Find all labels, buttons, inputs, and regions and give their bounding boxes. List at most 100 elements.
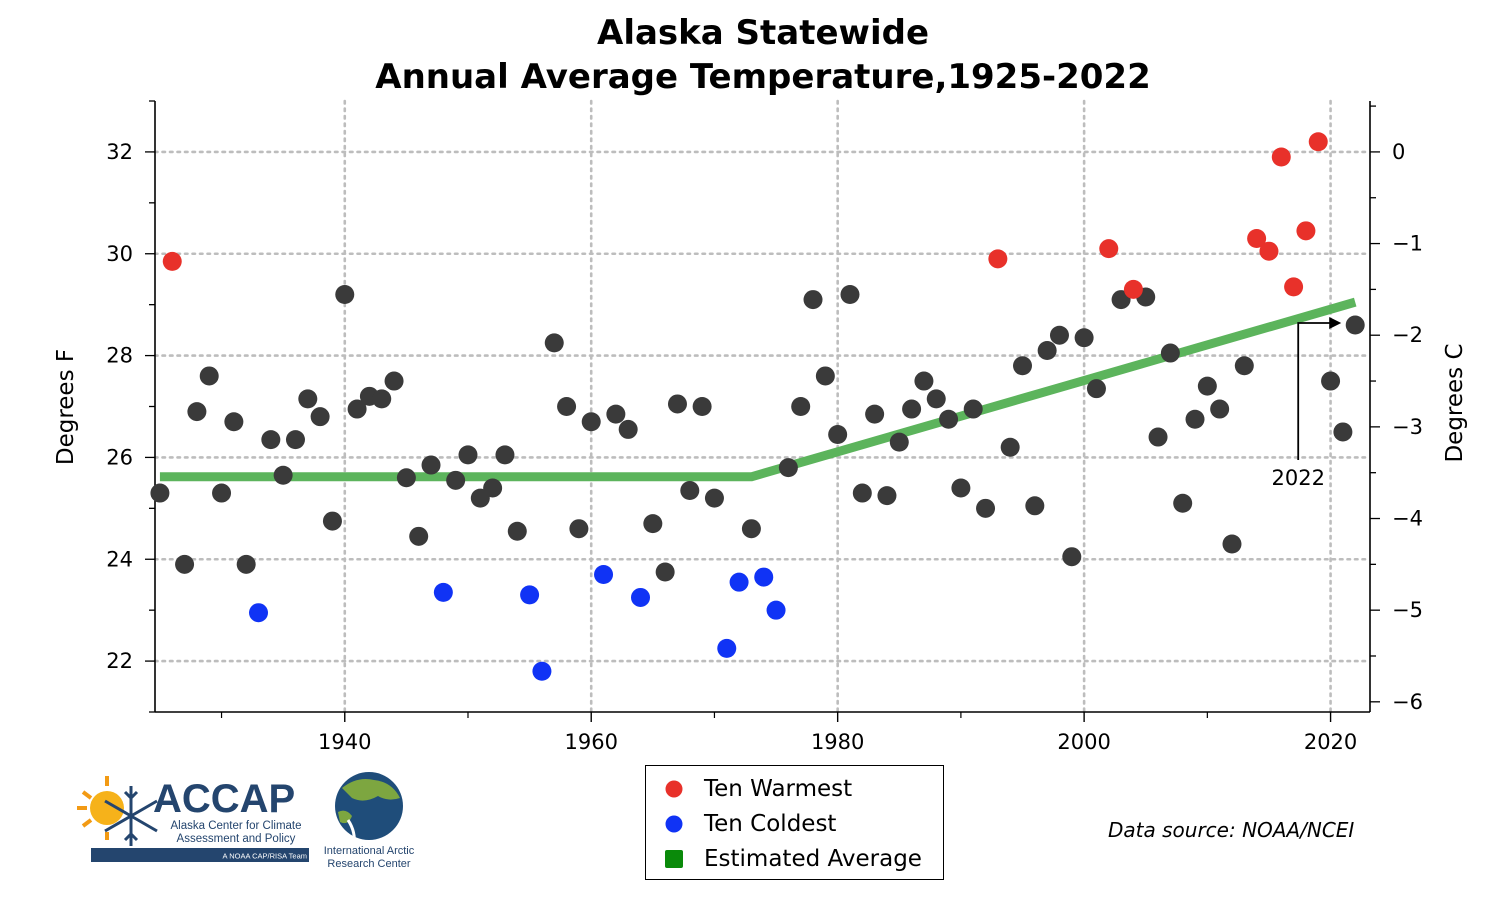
data-point-other-years-1967 [667,394,687,414]
data-point-other-years-1988 [926,389,946,409]
data-point-other-years-1963 [618,419,638,439]
data-point-other-years-1954 [507,521,527,541]
iarc-line2: Research Center [327,858,410,870]
data-point-ten-warmest-1993 [988,249,1008,269]
data-point-other-years-1980 [828,425,848,445]
y-tick-label-c-0: 0 [1392,140,1405,164]
data-point-other-years-2001 [1086,379,1106,399]
data-point-other-years-1981 [840,284,860,304]
data-point-other-years-1987 [914,371,934,391]
accap-line2: Assessment and Policy [177,833,296,845]
data-point-ten-coldest-1948 [433,582,453,602]
y-tick-label-c--3: −3 [1392,415,1423,439]
data-point-other-years-2006 [1148,427,1168,447]
data-point-other-years-2012 [1222,534,1242,554]
data-point-other-years-2010 [1197,376,1217,396]
y-tick-label-c--1: −1 [1392,232,1423,256]
y-tick-label-f-22: 22 [106,649,133,673]
points-layer [150,132,1365,681]
legend: Ten Warmest Ten Coldest Estimated Averag… [645,765,944,880]
data-point-other-years-1976 [778,458,798,478]
legend-label-average: Estimated Average [704,846,922,872]
data-point-ten-warmest-2002 [1099,239,1119,259]
data-point-ten-coldest-1956 [532,661,552,681]
data-point-other-years-1960 [581,412,601,432]
y-tick-label-c--6: −6 [1392,690,1423,714]
data-point-other-years-1934 [261,430,281,450]
accap-tag: A NOAA CAP/RISA Team [223,852,307,861]
data-point-other-years-1957 [544,333,564,353]
data-point-ten-coldest-1975 [766,600,786,620]
legend-marker-average [665,850,683,868]
data-point-other-years-1969 [692,397,712,416]
data-point-other-years-1932 [236,554,256,574]
data-point-other-years-2009 [1185,409,1205,429]
data-point-other-years-1949 [446,470,466,490]
data-point-other-years-1944 [384,371,404,391]
axes: 1940 1960 1980 2000 2020 22 24 26 28 30 32 0 −1 −2 −3 −… [106,100,1423,754]
data-point-other-years-1985 [889,432,909,452]
data-point-other-years-2008 [1173,493,1193,513]
y-tick-label-c--2: −2 [1392,323,1423,347]
y-tick-label-f-26: 26 [106,445,133,469]
data-point-other-years-1997 [1037,340,1057,360]
trend-line-estimated-average [159,297,1357,482]
data-source-note: Data source: NOAA/NCEI [1108,818,1355,842]
y-tick-label-f-32: 32 [106,140,133,164]
legend-marker-warmest [665,780,683,798]
data-point-other-years-2000 [1074,328,1094,348]
data-point-ten-coldest-1974 [754,567,774,587]
data-point-ten-coldest-1955 [520,585,540,605]
data-point-other-years-1936 [285,430,305,450]
legend-item-average: Estimated Average [664,844,922,874]
data-point-other-years-1958 [557,397,577,416]
annotation-arrow-line [1297,322,1335,461]
data-point-ten-warmest-2014 [1247,228,1267,248]
data-point-other-years-1946 [409,526,429,546]
data-point-other-years-2022 [1345,315,1365,335]
legend-label-warmest: Ten Warmest [704,776,853,802]
data-point-other-years-1925 [150,483,170,503]
legend-item-warmest: Ten Warmest [664,774,852,804]
annotation-2022: 2022 [1271,317,1342,490]
data-point-other-years-1940 [335,284,355,304]
data-point-other-years-1962 [606,404,626,424]
data-point-ten-coldest-1964 [631,587,651,607]
grid [153,99,1372,714]
data-point-other-years-1970 [704,488,724,508]
data-point-other-years-1930 [212,483,232,503]
data-point-other-years-1966 [655,562,675,582]
data-point-other-years-1982 [852,483,872,503]
data-point-other-years-2020 [1321,371,1341,391]
data-point-ten-warmest-2004 [1123,279,1143,299]
x-tick-label-2000: 2000 [1057,730,1110,754]
data-point-other-years-1959 [569,519,589,539]
data-point-other-years-1989 [939,409,959,429]
data-point-other-years-2011 [1210,399,1230,419]
data-point-other-years-2021 [1333,422,1353,442]
data-point-other-years-1977 [791,397,811,416]
data-point-other-years-1947 [421,455,441,475]
data-point-other-years-1945 [396,468,416,488]
data-point-other-years-1995 [1013,356,1033,376]
data-point-ten-warmest-2018 [1296,221,1316,241]
x-tick-label-1960: 1960 [564,730,617,754]
data-point-other-years-1937 [298,389,318,409]
data-point-ten-warmest-2016 [1271,147,1291,167]
data-point-other-years-1965 [643,514,663,534]
legend-label-coldest: Ten Coldest [704,811,837,837]
data-point-other-years-1978 [803,290,823,310]
x-tick-label-1980: 1980 [811,730,864,754]
data-point-other-years-1939 [322,511,342,531]
legend-item-coldest: Ten Coldest [664,809,836,839]
iarc-line1: International Arctic [324,845,415,857]
data-point-other-years-1986 [902,399,922,419]
y-axis-title-right: Degrees C [1442,343,1468,462]
data-point-other-years-1968 [680,481,700,501]
data-point-ten-coldest-1971 [717,638,737,658]
accap-line1: Alaska Center for Climate [170,820,301,832]
y-axis-title-left: Degrees F [53,349,79,465]
data-point-other-years-1941 [347,399,367,419]
data-point-other-years-2007 [1160,343,1180,363]
